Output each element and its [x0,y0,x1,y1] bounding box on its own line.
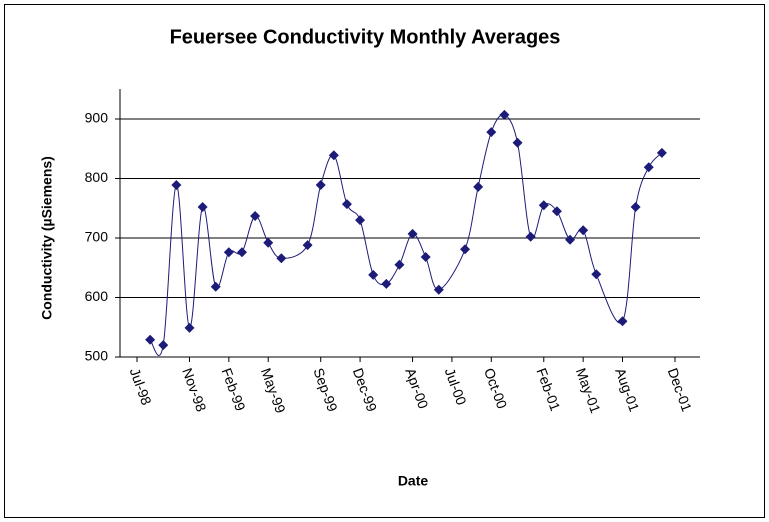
data-point [328,150,339,161]
y-tick-label: 500 [85,348,109,364]
data-point [210,281,221,292]
data-point [145,334,156,345]
data-point [381,278,392,289]
data-point [460,244,471,255]
data-point [578,225,589,236]
data-point [368,269,379,280]
data-point [315,180,326,191]
data-point [525,231,536,242]
data-point [302,240,313,251]
y-axis-title: Conductivity (µSiemens) [39,156,55,320]
data-point [263,237,274,248]
y-tick-label: 900 [85,110,109,126]
data-point [433,284,444,295]
data-point [394,259,405,270]
data-point [512,137,523,148]
data-point [223,247,234,258]
data-point [656,147,667,158]
data-point [184,322,195,333]
data-point [630,202,641,213]
data-point [341,199,352,210]
data-point [158,340,169,351]
x-axis-title: Date [398,473,429,489]
data-point [250,210,261,221]
chart-title: Feuersee Conductivity Monthly Averages [170,26,561,48]
chart-border [4,4,765,518]
data-point [551,206,562,217]
data-point [486,127,497,138]
data-point [617,316,628,327]
y-tick-label: 600 [85,288,109,304]
y-tick-label: 700 [85,229,109,245]
data-point [171,180,182,191]
data-point [197,202,208,213]
data-point [591,269,602,280]
data-point [355,215,366,226]
y-tick-label: 800 [85,169,109,185]
data-point [473,181,484,192]
data-point [538,200,549,211]
data-point [420,252,431,263]
data-point [499,109,510,120]
data-point [565,234,576,245]
data-point [643,162,654,173]
data-point [407,228,418,239]
data-point [236,247,247,258]
data-point [276,253,287,264]
